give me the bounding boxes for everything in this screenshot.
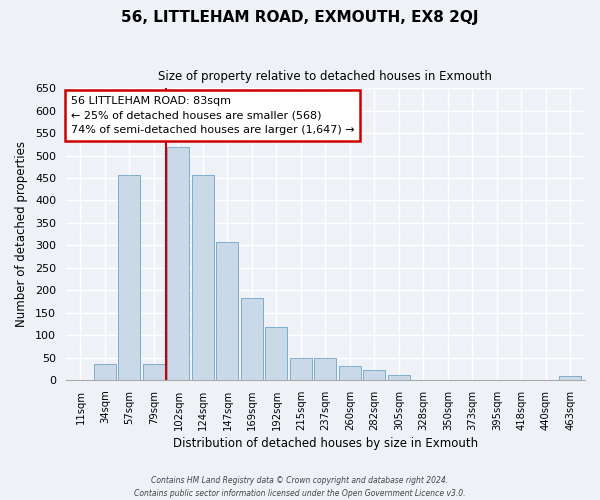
Text: Contains HM Land Registry data © Crown copyright and database right 2024.
Contai: Contains HM Land Registry data © Crown c… <box>134 476 466 498</box>
Bar <box>118 175 140 380</box>
Text: 56 LITTLEHAM ROAD: 83sqm
← 25% of detached houses are smaller (568)
74% of semi-: 56 LITTLEHAM ROAD: 83sqm ← 25% of detach… <box>71 96 355 135</box>
Bar <box>364 370 385 380</box>
Bar <box>265 327 287 380</box>
Bar <box>339 366 361 380</box>
Bar <box>388 374 410 380</box>
Bar <box>217 242 238 380</box>
Text: 56, LITTLEHAM ROAD, EXMOUTH, EX8 2QJ: 56, LITTLEHAM ROAD, EXMOUTH, EX8 2QJ <box>121 10 479 25</box>
Bar <box>94 364 116 380</box>
Bar <box>290 358 312 380</box>
Y-axis label: Number of detached properties: Number of detached properties <box>15 141 28 327</box>
X-axis label: Distribution of detached houses by size in Exmouth: Distribution of detached houses by size … <box>173 437 478 450</box>
Bar <box>167 147 190 380</box>
Bar <box>143 364 165 380</box>
Bar <box>241 298 263 380</box>
Bar <box>314 358 337 380</box>
Title: Size of property relative to detached houses in Exmouth: Size of property relative to detached ho… <box>158 70 493 83</box>
Bar <box>192 175 214 380</box>
Bar <box>559 376 581 380</box>
